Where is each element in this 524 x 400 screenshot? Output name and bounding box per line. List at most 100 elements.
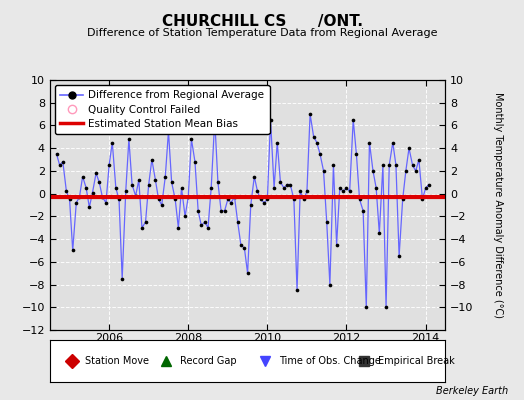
Point — [369, 168, 377, 174]
Point — [379, 162, 387, 168]
Point — [280, 185, 288, 191]
Point — [240, 245, 248, 251]
Point — [310, 134, 318, 140]
Point — [395, 253, 403, 259]
Point — [141, 219, 150, 225]
Point — [405, 145, 413, 151]
Point — [263, 196, 271, 202]
Point — [85, 204, 94, 210]
Point — [424, 181, 433, 188]
Legend: Difference from Regional Average, Quality Control Failed, Estimated Station Mean: Difference from Regional Average, Qualit… — [55, 85, 269, 134]
Point — [250, 173, 258, 180]
Point — [319, 168, 328, 174]
Point — [98, 194, 106, 200]
Point — [171, 196, 179, 202]
Point — [256, 196, 265, 202]
Point — [385, 162, 394, 168]
Point — [82, 185, 90, 191]
Point — [184, 194, 192, 200]
Point — [316, 151, 324, 157]
Y-axis label: Monthly Temperature Anomaly Difference (°C): Monthly Temperature Anomaly Difference (… — [493, 92, 503, 318]
Point — [92, 170, 100, 176]
Point — [89, 189, 97, 196]
Point — [303, 188, 311, 194]
Point — [135, 177, 143, 183]
Point — [201, 219, 209, 225]
Point — [389, 139, 397, 146]
Point — [66, 196, 74, 202]
Point — [122, 188, 130, 194]
Point — [335, 185, 344, 191]
Point — [329, 162, 337, 168]
Point — [145, 181, 153, 188]
Text: CHURCHILL CS      /ONT.: CHURCHILL CS /ONT. — [161, 14, 363, 29]
Point — [217, 208, 225, 214]
Text: Station Move: Station Move — [85, 356, 149, 366]
Point — [151, 177, 160, 183]
Text: Record Gap: Record Gap — [180, 356, 237, 366]
Point — [349, 116, 357, 123]
Point — [118, 276, 126, 282]
Point — [207, 185, 215, 191]
Point — [148, 156, 156, 163]
Point — [418, 196, 427, 202]
Point — [322, 219, 331, 225]
Point — [72, 200, 81, 206]
Point — [286, 181, 294, 188]
Point — [266, 116, 275, 123]
Point — [372, 185, 380, 191]
Point — [313, 139, 321, 146]
Point — [161, 173, 169, 180]
Point — [411, 168, 420, 174]
Point — [359, 208, 367, 214]
Point — [382, 304, 390, 310]
Point — [276, 179, 285, 186]
Point — [214, 179, 222, 186]
Point — [402, 168, 410, 174]
Point — [69, 247, 77, 254]
Text: Berkeley Earth: Berkeley Earth — [436, 386, 508, 396]
Point — [128, 181, 136, 188]
Point — [197, 222, 205, 229]
Point — [168, 179, 176, 186]
Point — [306, 111, 314, 117]
Point — [290, 196, 298, 202]
Point — [132, 193, 140, 199]
Point — [234, 219, 242, 225]
Point — [237, 242, 245, 248]
Point — [408, 162, 417, 168]
Point — [165, 128, 173, 134]
Point — [398, 196, 407, 202]
Point — [194, 208, 202, 214]
Point — [365, 139, 374, 146]
Point — [414, 156, 423, 163]
Point — [191, 159, 199, 165]
Point — [273, 139, 281, 146]
Point — [95, 179, 103, 186]
Point — [102, 200, 110, 206]
Point — [75, 194, 84, 200]
Point — [56, 162, 64, 168]
Point — [108, 139, 116, 146]
Point — [105, 162, 113, 168]
Point — [115, 196, 123, 202]
Point — [243, 270, 252, 276]
Point — [421, 185, 430, 191]
Point — [211, 116, 219, 123]
Point — [79, 173, 87, 180]
Point — [392, 162, 400, 168]
Point — [355, 196, 364, 202]
Point — [227, 200, 235, 206]
Point — [125, 136, 133, 142]
Point — [326, 281, 334, 288]
Point — [352, 151, 361, 157]
Point — [345, 188, 354, 194]
Point — [112, 185, 120, 191]
Point — [52, 151, 61, 157]
Point — [204, 224, 212, 231]
Point — [158, 202, 166, 208]
Text: Time of Obs. Change: Time of Obs. Change — [279, 356, 381, 366]
Point — [155, 196, 163, 202]
Point — [187, 136, 195, 142]
Point — [375, 230, 384, 237]
